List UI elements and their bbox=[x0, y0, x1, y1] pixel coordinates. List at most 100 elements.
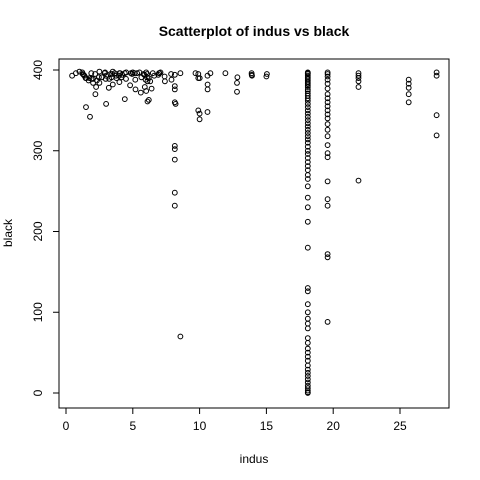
data-point bbox=[304, 151, 311, 157]
data-point bbox=[304, 340, 311, 346]
data-point bbox=[140, 71, 147, 77]
data-point bbox=[304, 172, 311, 178]
data-point bbox=[304, 390, 311, 396]
data-point bbox=[304, 159, 311, 166]
data-point bbox=[171, 156, 178, 163]
data-point bbox=[204, 86, 211, 93]
data-point bbox=[304, 379, 311, 386]
data-point bbox=[405, 99, 412, 106]
data-point bbox=[304, 345, 311, 352]
data-point bbox=[144, 78, 151, 85]
data-point bbox=[324, 107, 331, 114]
data-point bbox=[304, 110, 311, 117]
data-point bbox=[304, 183, 311, 190]
data-point bbox=[177, 333, 184, 340]
data-point bbox=[433, 112, 440, 119]
data-point bbox=[324, 196, 331, 203]
data-point bbox=[324, 178, 331, 185]
data-point bbox=[324, 115, 331, 122]
data-point bbox=[304, 97, 311, 104]
data-point bbox=[304, 163, 311, 170]
data-point bbox=[304, 126, 311, 133]
data-point bbox=[324, 126, 331, 133]
data-point bbox=[324, 251, 331, 258]
data-point bbox=[324, 202, 331, 209]
data-point bbox=[96, 68, 103, 75]
data-point bbox=[324, 150, 331, 157]
data-point bbox=[73, 70, 79, 77]
data-point bbox=[162, 78, 168, 85]
data-point bbox=[304, 353, 311, 360]
data-point bbox=[324, 103, 331, 110]
data-point bbox=[121, 96, 128, 102]
chart-title: Scatterplot of indus vs black bbox=[159, 23, 350, 39]
data-point bbox=[92, 91, 99, 98]
data-point bbox=[324, 76, 331, 83]
data-point bbox=[405, 91, 412, 98]
data-point bbox=[171, 146, 178, 153]
data-point bbox=[196, 116, 203, 123]
data-point bbox=[93, 84, 99, 90]
data-point bbox=[304, 130, 311, 136]
data-point bbox=[96, 74, 102, 81]
data-point bbox=[92, 71, 98, 77]
data-point bbox=[80, 71, 87, 78]
data-point bbox=[324, 71, 331, 77]
data-point bbox=[304, 335, 311, 342]
data-point bbox=[304, 349, 311, 356]
data-point bbox=[304, 320, 311, 327]
data-point bbox=[204, 109, 211, 115]
data-point bbox=[304, 133, 311, 140]
data-point bbox=[304, 107, 311, 114]
data-point bbox=[405, 76, 412, 83]
data-point bbox=[88, 70, 95, 77]
data-point bbox=[324, 254, 331, 261]
y-tick-label: 0 bbox=[31, 389, 45, 396]
data-point bbox=[324, 91, 331, 98]
data-point bbox=[151, 72, 158, 79]
data-point bbox=[147, 78, 154, 85]
data-point bbox=[145, 97, 152, 103]
data-point bbox=[196, 110, 203, 117]
data-point bbox=[304, 309, 311, 316]
data-point bbox=[304, 285, 311, 291]
data-point bbox=[177, 70, 184, 77]
data-point bbox=[355, 75, 362, 81]
data-point bbox=[171, 71, 178, 78]
data-point bbox=[87, 113, 93, 120]
data-point bbox=[304, 218, 311, 225]
data-point bbox=[324, 142, 331, 149]
data-point bbox=[304, 136, 311, 143]
data-point bbox=[304, 82, 311, 89]
data-point bbox=[405, 80, 412, 87]
data-point bbox=[355, 177, 362, 184]
x-tick-label: 15 bbox=[260, 419, 274, 433]
data-point bbox=[171, 189, 178, 196]
data-point bbox=[304, 244, 311, 251]
data-point bbox=[304, 301, 311, 308]
data-point bbox=[103, 72, 109, 79]
data-point bbox=[86, 75, 93, 81]
data-point bbox=[324, 111, 331, 118]
data-point bbox=[96, 80, 103, 86]
data-point bbox=[324, 121, 331, 127]
data-point bbox=[234, 74, 241, 81]
data-point bbox=[102, 76, 109, 82]
data-point bbox=[304, 147, 311, 154]
data-point bbox=[171, 86, 178, 93]
data-point bbox=[304, 104, 311, 110]
data-point bbox=[324, 154, 331, 161]
data-point bbox=[127, 82, 134, 89]
data-point bbox=[129, 69, 136, 76]
data-point bbox=[264, 71, 270, 77]
data-point bbox=[234, 88, 240, 95]
data-point bbox=[222, 70, 229, 77]
data-point bbox=[304, 176, 311, 182]
data-point bbox=[103, 101, 109, 107]
data-point bbox=[168, 71, 175, 77]
x-axis: 0 5 10 15 20 25 bbox=[63, 407, 407, 433]
plot-frame bbox=[58, 58, 450, 409]
data-point bbox=[161, 73, 168, 80]
data-point bbox=[304, 369, 311, 376]
data-point bbox=[405, 84, 412, 91]
